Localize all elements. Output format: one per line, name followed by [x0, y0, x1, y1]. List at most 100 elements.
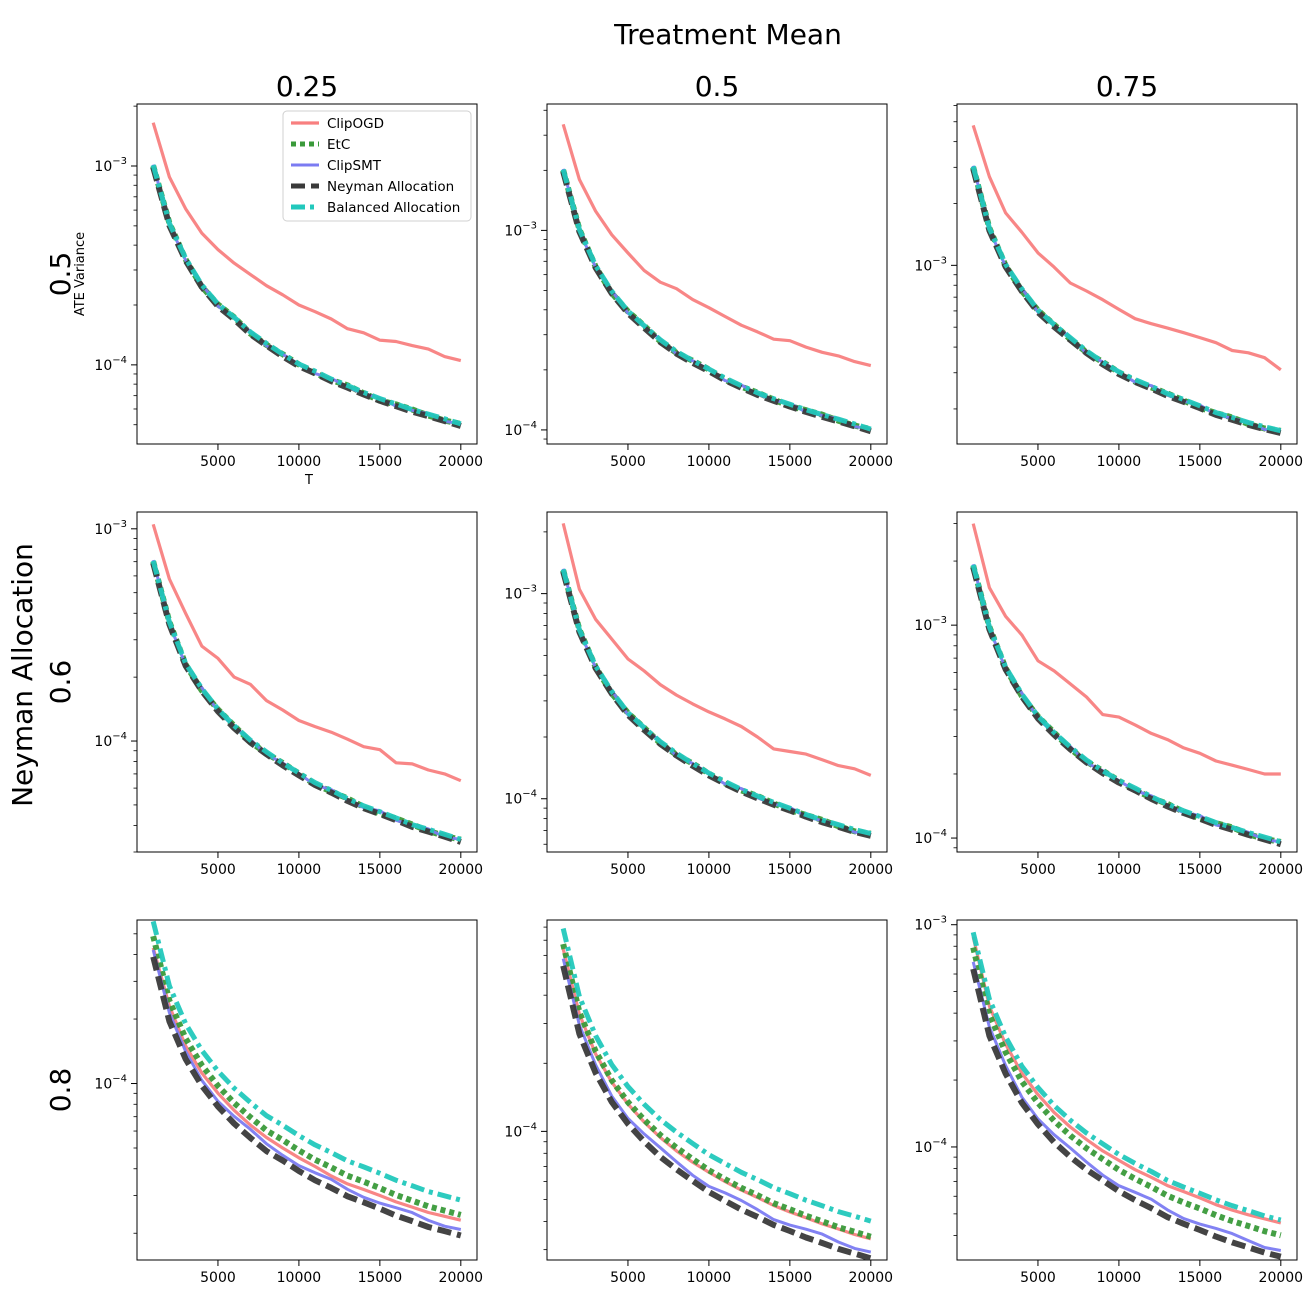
- x-tick-label: 15000: [358, 862, 403, 878]
- series-group: [970, 523, 1282, 848]
- panel-r0-c1: 10−4 10−3 5000 10000 15000 20000 0.5: [504, 70, 893, 470]
- series-line-clipogd: [151, 122, 462, 363]
- legend-box: [282, 110, 472, 222]
- series-line-balanced-allocation: [150, 560, 462, 842]
- x-tick-label: 5000: [610, 862, 646, 878]
- plot-area: [956, 511, 1298, 853]
- y-tick-label: 10−4: [504, 789, 537, 808]
- series-line-neyman-allocation: [560, 170, 872, 435]
- x-tick-label: 20000: [1259, 454, 1304, 470]
- row-label: 0.8: [44, 1068, 77, 1113]
- x-tick-label: 5000: [1020, 862, 1056, 878]
- figure-group-ylabel: Neyman Allocation: [6, 543, 39, 807]
- series-line-clipsmt: [971, 961, 1282, 1252]
- x-axis-label: T: [304, 473, 313, 488]
- panel-r1-c2: 10−4 10−3 5000 10000 15000 20000: [914, 511, 1304, 878]
- series-line-balanced-allocation: [150, 920, 462, 1203]
- x-tick-label: 20000: [1259, 862, 1304, 878]
- x-tick-label: 20000: [849, 1270, 894, 1286]
- series-group: [970, 124, 1282, 436]
- x-tick-label: 5000: [1020, 454, 1056, 470]
- legend-label: Neyman Allocation: [327, 179, 454, 195]
- y-axis-label: ATE Variance: [73, 232, 88, 316]
- series-line-clipsmt: [561, 958, 872, 1254]
- x-tick-label: 15000: [1178, 454, 1223, 470]
- legend-label: Balanced Allocation: [327, 200, 460, 216]
- panel-r2-c2: 10−4 10−3 5000 10000 15000 20000: [914, 915, 1303, 1286]
- x-tick-label: 10000: [1097, 862, 1142, 878]
- legend-label: ClipOGD: [327, 116, 384, 132]
- series-line-etc: [560, 943, 872, 1240]
- row-label: 0.6: [44, 660, 77, 705]
- y-tick-label: 10−3: [504, 220, 537, 239]
- x-tick-label: 5000: [1020, 1270, 1056, 1286]
- plot-area: [546, 511, 888, 853]
- y-tick-label: 10−4: [504, 1121, 537, 1140]
- panel-r0-c2: 10−3 5000 10000 15000 20000 0.75: [914, 70, 1303, 470]
- x-tick-label: 10000: [1097, 454, 1142, 470]
- series-line-clipogd: [151, 523, 462, 783]
- series-group: [150, 523, 462, 845]
- x-tick-label: 5000: [200, 454, 236, 470]
- x-tick-label: 10000: [277, 454, 322, 470]
- row-label: 0.5: [44, 252, 77, 297]
- x-tick-label: 5000: [200, 862, 236, 878]
- plot-area: [546, 919, 888, 1261]
- series-line-balanced-allocation: [150, 164, 462, 427]
- x-tick-label: 15000: [768, 862, 813, 878]
- x-tick-label: 10000: [277, 862, 322, 878]
- x-tick-label: 10000: [687, 454, 732, 470]
- series-line-etc: [150, 935, 462, 1218]
- legend-label: EtC: [327, 137, 350, 153]
- x-tick-label: 5000: [610, 454, 646, 470]
- series-group: [560, 927, 872, 1260]
- y-tick-label: 10−4: [94, 1074, 127, 1093]
- series-line-clipogd: [151, 947, 462, 1222]
- series-line-balanced-allocation: [970, 564, 1282, 845]
- series-line-clipogd: [561, 523, 872, 777]
- series-line-clipogd: [971, 124, 1282, 372]
- legend: ClipOGD EtC ClipSMT Neyman Allocation Balanc…: [282, 110, 472, 222]
- series-group: [560, 123, 872, 435]
- series-line-balanced-allocation: [560, 927, 872, 1224]
- series-group: [970, 931, 1282, 1260]
- series-line-etc: [970, 946, 1282, 1239]
- plot-area: [136, 511, 478, 853]
- series-line-clipogd: [971, 936, 1282, 1225]
- y-tick-label: 10−4: [94, 731, 127, 750]
- x-tick-label: 20000: [439, 862, 484, 878]
- plot-area: [136, 919, 478, 1261]
- column-title: 0.75: [1096, 70, 1158, 103]
- y-tick-label: 10−3: [94, 519, 127, 538]
- x-tick-label: 5000: [200, 1270, 236, 1286]
- x-tick-label: 20000: [1259, 1270, 1304, 1286]
- x-tick-label: 15000: [1178, 1270, 1223, 1286]
- x-tick-label: 15000: [358, 454, 403, 470]
- x-tick-label: 15000: [768, 1270, 813, 1286]
- x-tick-label: 15000: [768, 454, 813, 470]
- column-title: 0.5: [695, 70, 740, 103]
- legend-label: ClipSMT: [327, 158, 382, 174]
- y-tick-label: 10−3: [914, 615, 947, 634]
- panel-r1-c1: 10−4 10−3 5000 10000 15000 20000: [504, 511, 894, 878]
- y-tick-label: 10−4: [914, 828, 947, 847]
- x-tick-label: 10000: [687, 862, 732, 878]
- series-group: [150, 122, 462, 429]
- x-tick-label: 15000: [358, 1270, 403, 1286]
- series-line-clipogd: [971, 523, 1281, 776]
- x-tick-label: 10000: [277, 1270, 322, 1286]
- x-tick-label: 10000: [687, 1270, 732, 1286]
- series-group: [560, 523, 872, 839]
- y-tick-label: 10−3: [504, 584, 537, 603]
- y-tick-label: 10−3: [914, 915, 947, 934]
- x-tick-label: 20000: [849, 862, 894, 878]
- y-tick-label: 10−3: [914, 255, 947, 274]
- series-line-neyman-allocation: [560, 965, 872, 1260]
- x-tick-label: 20000: [849, 454, 894, 470]
- x-tick-label: 15000: [1178, 862, 1223, 878]
- x-tick-label: 20000: [439, 1270, 484, 1286]
- series-line-balanced-allocation: [970, 931, 1282, 1223]
- series-line-neyman-allocation: [560, 570, 872, 839]
